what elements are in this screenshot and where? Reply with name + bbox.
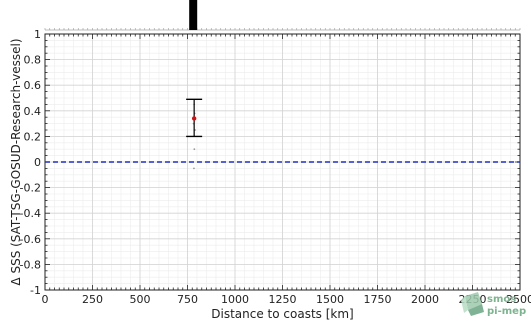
- logo-cube-icon: [461, 292, 484, 316]
- logo-text-line2: pi-mep: [487, 306, 526, 317]
- x-tick-labels: 02505007501000125015001750200022502500: [42, 293, 531, 306]
- axis-ticks: [44, 33, 521, 291]
- y-tick-label: -0.4: [20, 207, 41, 220]
- y-tick-label: 0.2: [24, 130, 42, 143]
- x-tick-label: 1500: [316, 293, 344, 306]
- x-tick-label: 2000: [411, 293, 439, 306]
- top-strip-background: [45, 0, 520, 30]
- histogram-bar: [189, 0, 198, 30]
- y-tick-labels: -1 -0.8 -0.6 -0.4 -0.2 0 0.2 0.4 0.6 0.8 1: [20, 28, 41, 297]
- y-tick-label: 0.6: [24, 79, 42, 92]
- x-tick-label: 1250: [269, 293, 297, 306]
- x-tick-label: 500: [130, 293, 151, 306]
- y-tick-label: 0.8: [24, 54, 42, 67]
- x-tick-label: 1750: [364, 293, 392, 306]
- scatter-point: [193, 167, 195, 170]
- y-axis-title: Δ SSS (SAT-TSG-GOSUD-Research-vessel): [9, 38, 23, 285]
- y-tick-label: -0.6: [20, 233, 41, 246]
- y-tick-label: -0.8: [20, 258, 41, 271]
- y-tick-label: -0.2: [20, 182, 41, 195]
- smos-pimep-logo: smos pi-mep: [461, 292, 526, 317]
- x-tick-label: 2500: [506, 293, 531, 306]
- y-tick-label: 0.4: [24, 105, 42, 118]
- scatter-point: [193, 148, 196, 151]
- y-tick-label: 1: [34, 28, 41, 41]
- x-tick-label: 1000: [221, 293, 249, 306]
- y-tick-label: 0: [34, 156, 41, 169]
- top-histogram-strip: [44, 0, 521, 31]
- x-tick-label: 250: [82, 293, 103, 306]
- logo-text-line1: smos: [487, 294, 516, 305]
- x-axis-title: Distance to coasts [km]: [211, 307, 353, 321]
- x-tick-label: 0: [42, 293, 49, 306]
- mean-point: [191, 116, 197, 121]
- y-tick-label: -1: [30, 284, 41, 297]
- x-tick-label: 750: [177, 293, 198, 306]
